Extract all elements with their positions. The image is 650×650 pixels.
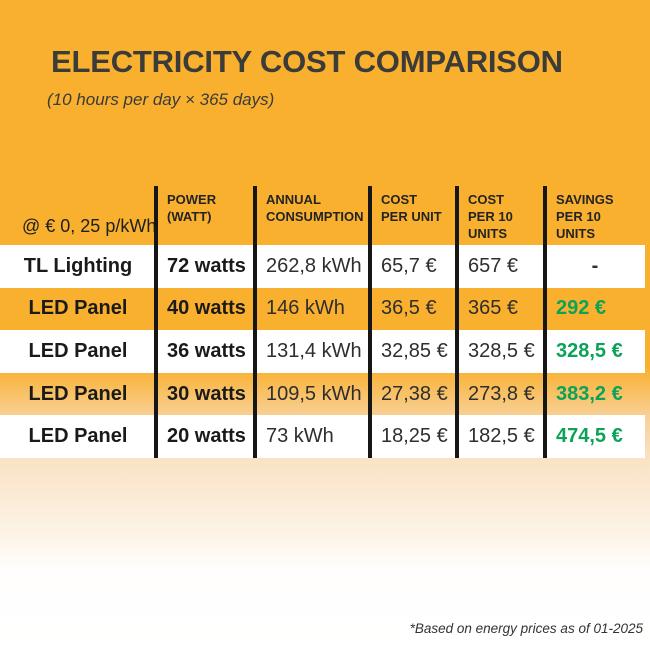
column-divider [154,186,158,458]
table-cell-cost-per-10: 273,8 € [468,382,535,405]
table-cell-consumption: 73 kWh [255,415,370,458]
table-cell-power: 20 watts [156,415,255,458]
table-cell-cost-per-10: 182,5 € [457,415,545,458]
table-row-label: LED Panel [28,382,128,405]
table-cell-savings: 383,2 € [556,382,623,405]
column-header-cost-per-10-units: COST PER 10 UNITS [468,192,513,241]
table-cell-power: 40 watts [167,297,246,320]
column-divider [543,186,547,458]
table-row-label: LED Panel [0,330,156,373]
table-cell-power: 72 watts [156,245,255,288]
table-cell-power: 30 watts [167,382,246,405]
table-cell-power: 36 watts [156,330,255,373]
rate-label: @ € 0, 25 p/kWh [22,216,157,236]
table-cell-savings: 292 € [556,297,607,320]
table-cell-cost-per-unit: 65,7 € [370,245,457,288]
table-cell-savings: - [545,245,645,288]
table-cell-cost-per-unit: 27,38 € [381,382,448,405]
page-title: ELECTRICITY COST COMPARISON [51,44,563,79]
table-cell-consumption: 146 kWh [266,297,345,320]
table-cell-savings: 474,5 € [545,415,645,458]
price-basis-footnote: *Based on energy prices as of 01-2025 [409,621,643,636]
column-header-cost-per-unit: COST PER UNIT [381,192,442,224]
table-cell-cost-per-unit: 32,85 € [370,330,457,373]
table-cell-consumption: 262,8 kWh [255,245,370,288]
table-cell-cost-per-10: 365 € [468,297,519,320]
table-cell-cost-per-10: 328,5 € [457,330,545,373]
column-divider [455,186,459,458]
table-cell-cost-per-10: 657 € [457,245,545,288]
table-row-label: LED Panel [0,415,156,458]
table-cell-consumption: 109,5 kWh [266,382,362,405]
column-header-power: POWER (WATT) [167,192,217,224]
table-cell-consumption: 131,4 kWh [255,330,370,373]
comparison-table: @ € 0, 25 p/kWh POWER (WATT) ANNUAL CONS… [0,186,645,458]
column-divider [368,186,372,458]
page-subtitle: (10 hours per day × 365 days) [47,90,275,109]
column-divider [253,186,257,458]
table-row-label: LED Panel [28,297,128,320]
table-cell-cost-per-unit: 18,25 € [370,415,457,458]
table-row-label: TL Lighting [0,245,156,288]
table-cell-cost-per-unit: 36,5 € [381,297,437,320]
column-header-savings-per-10-units: SAVINGS PER 10 UNITS [556,192,614,241]
column-header-annual-consumption: ANNUAL CONSUMPTION [266,192,364,224]
table-cell-savings: 328,5 € [545,330,645,373]
